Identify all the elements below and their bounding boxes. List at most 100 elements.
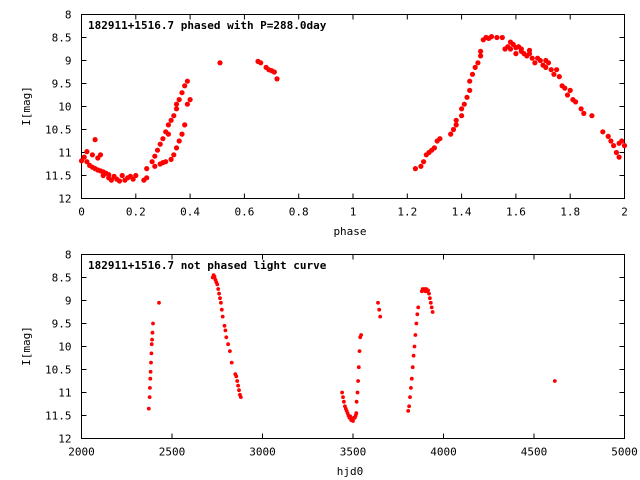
data-point xyxy=(573,99,579,105)
data-point xyxy=(184,101,190,107)
data-point xyxy=(359,333,363,337)
data-point xyxy=(342,399,346,404)
data-point xyxy=(552,379,557,383)
x-tick-label: 1.4 xyxy=(452,206,472,219)
x-tick-label: 1.2 xyxy=(397,206,417,219)
data-point xyxy=(173,145,180,151)
data-point xyxy=(274,76,280,82)
data-point xyxy=(258,60,264,66)
data-point xyxy=(543,64,549,70)
data-point xyxy=(621,143,628,149)
data-point xyxy=(340,390,344,395)
data-point xyxy=(409,386,413,390)
data-point xyxy=(467,87,473,93)
data-point xyxy=(78,158,85,164)
data-point xyxy=(157,300,161,305)
data-point xyxy=(84,149,90,155)
data-point xyxy=(171,152,177,158)
data-point xyxy=(168,156,174,162)
data-point xyxy=(222,323,227,328)
data-point xyxy=(84,159,90,165)
y-tick-label: 8 xyxy=(65,9,72,22)
x-tick-label: 0.6 xyxy=(234,206,254,219)
data-point xyxy=(410,365,415,370)
data-point xyxy=(554,67,560,73)
data-point xyxy=(378,314,383,319)
data-point xyxy=(357,349,362,353)
phased-plot-frame xyxy=(81,14,625,199)
data-point xyxy=(545,60,552,66)
data-point xyxy=(271,69,277,75)
data-point xyxy=(116,178,123,184)
data-point xyxy=(219,307,224,312)
x-tick-label: 4500 xyxy=(521,446,548,459)
data-point xyxy=(478,53,484,59)
data-point xyxy=(427,291,431,296)
y-tick-label: 11 xyxy=(58,387,71,400)
data-point xyxy=(237,388,241,393)
data-point xyxy=(428,296,432,301)
data-point xyxy=(148,386,152,390)
data-point xyxy=(418,163,424,169)
data-point xyxy=(450,126,457,133)
y-tick-label: 9.5 xyxy=(52,78,72,91)
data-point xyxy=(182,122,188,128)
data-point xyxy=(165,131,171,137)
data-point xyxy=(148,376,153,381)
data-point xyxy=(412,344,417,349)
data-point xyxy=(154,147,161,153)
data-point xyxy=(220,314,225,319)
data-point xyxy=(532,60,538,66)
data-point xyxy=(416,305,421,310)
data-point xyxy=(238,395,243,399)
data-point xyxy=(459,106,465,112)
y-tick-label: 12 xyxy=(58,433,71,446)
data-point xyxy=(146,406,151,411)
data-point xyxy=(108,177,114,183)
data-point xyxy=(376,300,380,305)
data-point xyxy=(215,282,220,287)
data-point xyxy=(507,46,514,52)
y-tick-label: 11.5 xyxy=(45,410,72,423)
data-point xyxy=(526,51,533,57)
data-point xyxy=(168,117,174,123)
data-point xyxy=(152,163,158,169)
data-point xyxy=(537,57,543,64)
data-point xyxy=(600,129,606,135)
data-point xyxy=(92,137,98,143)
data-point xyxy=(616,154,622,160)
data-point xyxy=(187,97,193,103)
data-point xyxy=(119,172,125,179)
data-point xyxy=(529,55,535,61)
data-point xyxy=(144,175,150,181)
data-point xyxy=(150,330,155,335)
phased-y-axis-label: I[mag] xyxy=(20,86,33,126)
data-point xyxy=(406,409,411,413)
unphased-y-axis-label: I[mag] xyxy=(20,326,33,366)
data-point xyxy=(150,337,155,342)
phased-x-axis-label: phase xyxy=(333,225,366,238)
data-point xyxy=(356,365,361,370)
data-point xyxy=(157,141,163,147)
data-point xyxy=(453,122,459,128)
data-point xyxy=(182,83,188,89)
data-point xyxy=(355,390,360,395)
data-point xyxy=(513,51,519,57)
x-tick-label: 1 xyxy=(350,206,357,219)
data-point xyxy=(236,383,241,388)
data-point xyxy=(217,291,222,296)
data-point xyxy=(407,404,411,409)
y-tick-label: 9 xyxy=(65,295,72,308)
data-point xyxy=(217,60,223,66)
data-point xyxy=(133,172,139,179)
data-point xyxy=(567,87,573,93)
data-point xyxy=(421,159,427,165)
data-point xyxy=(173,101,180,107)
data-point xyxy=(581,110,587,116)
data-point xyxy=(488,34,495,40)
phased-light-curve-panel: 0 0.2 0.4 0.6 0.8 1 1.2 1.4 1.6 1.8 2 8 8.5 9 9.5 10 10.… xyxy=(20,9,628,239)
data-point xyxy=(149,351,154,356)
data-point xyxy=(377,307,382,312)
data-point xyxy=(351,419,355,423)
unphased-axis-ticks: 2000 2500 3000 3500 4000 4500 5000 8 8.5 9 9.5 10 10… xyxy=(45,249,638,459)
